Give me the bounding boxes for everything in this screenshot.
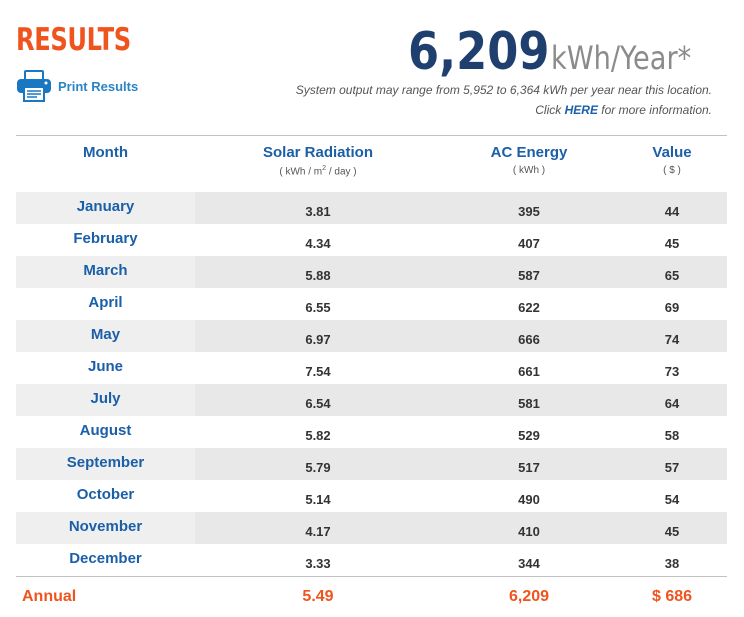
column-header-label: Month xyxy=(83,144,128,161)
value-cell: 44 xyxy=(617,192,727,224)
annual-output-unit: kWh/Year* xyxy=(551,39,692,77)
table-row: August 5.82 529 58 xyxy=(16,416,727,448)
month-cell: March xyxy=(16,256,195,288)
value-cell: 58 xyxy=(617,416,727,448)
table-row: November 4.17 410 45 xyxy=(16,512,727,544)
column-header-label: AC Energy xyxy=(490,144,568,161)
output-range-note: System output may range from 5,952 to 6,… xyxy=(295,83,712,97)
value-cell: 45 xyxy=(617,224,727,256)
ac-energy-cell: 407 xyxy=(441,224,617,256)
column-header-label: Solar Radiation xyxy=(262,144,374,161)
table-row: September 5.79 517 57 xyxy=(16,448,727,480)
ac-energy-cell: 517 xyxy=(441,448,617,480)
column-header-value: Value ( $ ) xyxy=(617,136,727,193)
solar-radiation-cell: 4.34 xyxy=(195,224,441,256)
solar-radiation-cell: 6.54 xyxy=(195,384,441,416)
ac-energy-cell: 410 xyxy=(441,512,617,544)
more-info-note: Click HERE for more information. xyxy=(535,103,712,117)
annual-total-row: Annual 5.49 6,209 $ 686 xyxy=(16,576,727,617)
column-header-ac-energy: AC Energy ( kWh ) xyxy=(441,136,617,193)
solar-radiation-cell: 4.17 xyxy=(195,512,441,544)
value-cell: 45 xyxy=(617,512,727,544)
ac-energy-cell: 622 xyxy=(441,288,617,320)
month-cell: January xyxy=(16,192,195,224)
unit-prefix: ( kWh / m xyxy=(279,166,323,178)
month-cell: June xyxy=(16,352,195,384)
column-header-label: Value xyxy=(652,144,692,161)
table-row: May 6.97 666 74 xyxy=(16,320,727,352)
page-title: RESULTS xyxy=(16,22,131,58)
annual-value: $ 686 xyxy=(617,576,727,617)
monthly-results-table: Month Solar Radiation ( kWh / m2 / day )… xyxy=(16,135,727,617)
value-cell: 64 xyxy=(617,384,727,416)
table-row: July 6.54 581 64 xyxy=(16,384,727,416)
annual-label: Annual xyxy=(16,576,195,617)
month-cell: February xyxy=(16,224,195,256)
unit-suffix: / day ) xyxy=(326,166,357,178)
solar-radiation-cell: 5.88 xyxy=(195,256,441,288)
ac-energy-cell: 529 xyxy=(441,416,617,448)
table-row: January 3.81 395 44 xyxy=(16,192,727,224)
printer-icon xyxy=(17,70,51,102)
unit-superscript: 2 xyxy=(322,165,327,172)
value-cell: 73 xyxy=(617,352,727,384)
solar-radiation-cell: 5.79 xyxy=(195,448,441,480)
ac-energy-cell: 661 xyxy=(441,352,617,384)
value-cell: 57 xyxy=(617,448,727,480)
ac-energy-cell: 666 xyxy=(441,320,617,352)
more-info-link[interactable]: HERE xyxy=(564,103,598,117)
month-cell: December xyxy=(16,544,195,577)
month-cell: October xyxy=(16,480,195,512)
solar-radiation-cell: 3.33 xyxy=(195,544,441,577)
value-cell: 74 xyxy=(617,320,727,352)
ac-energy-cell: 395 xyxy=(441,192,617,224)
solar-radiation-cell: 5.14 xyxy=(195,480,441,512)
month-cell: September xyxy=(16,448,195,480)
value-cell: 38 xyxy=(617,544,727,577)
table-row: June 7.54 661 73 xyxy=(16,352,727,384)
table-row: October 5.14 490 54 xyxy=(16,480,727,512)
solar-radiation-cell: 5.82 xyxy=(195,416,441,448)
solar-radiation-cell: 6.55 xyxy=(195,288,441,320)
solar-radiation-cell: 6.97 xyxy=(195,320,441,352)
ac-energy-cell: 344 xyxy=(441,544,617,577)
solar-radiation-cell: 3.81 xyxy=(195,192,441,224)
month-cell: July xyxy=(16,384,195,416)
column-header-month: Month xyxy=(16,136,195,193)
print-results-label: Print Results xyxy=(58,78,139,94)
annual-output-value: 6,209 xyxy=(407,22,550,82)
more-info-suffix: for more information. xyxy=(597,103,712,117)
annual-solar-radiation: 5.49 xyxy=(195,576,441,617)
column-header-unit: ( kWh ) xyxy=(512,165,546,176)
table-row: April 6.55 622 69 xyxy=(16,288,727,320)
month-cell: May xyxy=(16,320,195,352)
table-header-row: Month Solar Radiation ( kWh / m2 / day )… xyxy=(16,136,727,193)
ac-energy-cell: 587 xyxy=(441,256,617,288)
table-row: February 4.34 407 45 xyxy=(16,224,727,256)
print-results-link[interactable]: Print Results xyxy=(16,70,138,102)
column-header-unit: ( kWh / m2 / day ) xyxy=(195,165,441,177)
column-header-solar-radiation: Solar Radiation ( kWh / m2 / day ) xyxy=(195,136,441,193)
table-row: December 3.33 344 38 xyxy=(16,544,727,577)
value-cell: 65 xyxy=(617,256,727,288)
annual-output-headline: 6,209 kWh/Year* xyxy=(385,22,716,82)
more-info-prefix: Click xyxy=(535,103,565,117)
month-cell: April xyxy=(16,288,195,320)
table-row: March 5.88 587 65 xyxy=(16,256,727,288)
month-cell: November xyxy=(16,512,195,544)
annual-ac-energy: 6,209 xyxy=(441,576,617,617)
column-header-unit: ( $ ) xyxy=(663,165,681,176)
month-cell: August xyxy=(16,416,195,448)
ac-energy-cell: 490 xyxy=(441,480,617,512)
value-cell: 54 xyxy=(617,480,727,512)
value-cell: 69 xyxy=(617,288,727,320)
solar-radiation-cell: 7.54 xyxy=(195,352,441,384)
ac-energy-cell: 581 xyxy=(441,384,617,416)
